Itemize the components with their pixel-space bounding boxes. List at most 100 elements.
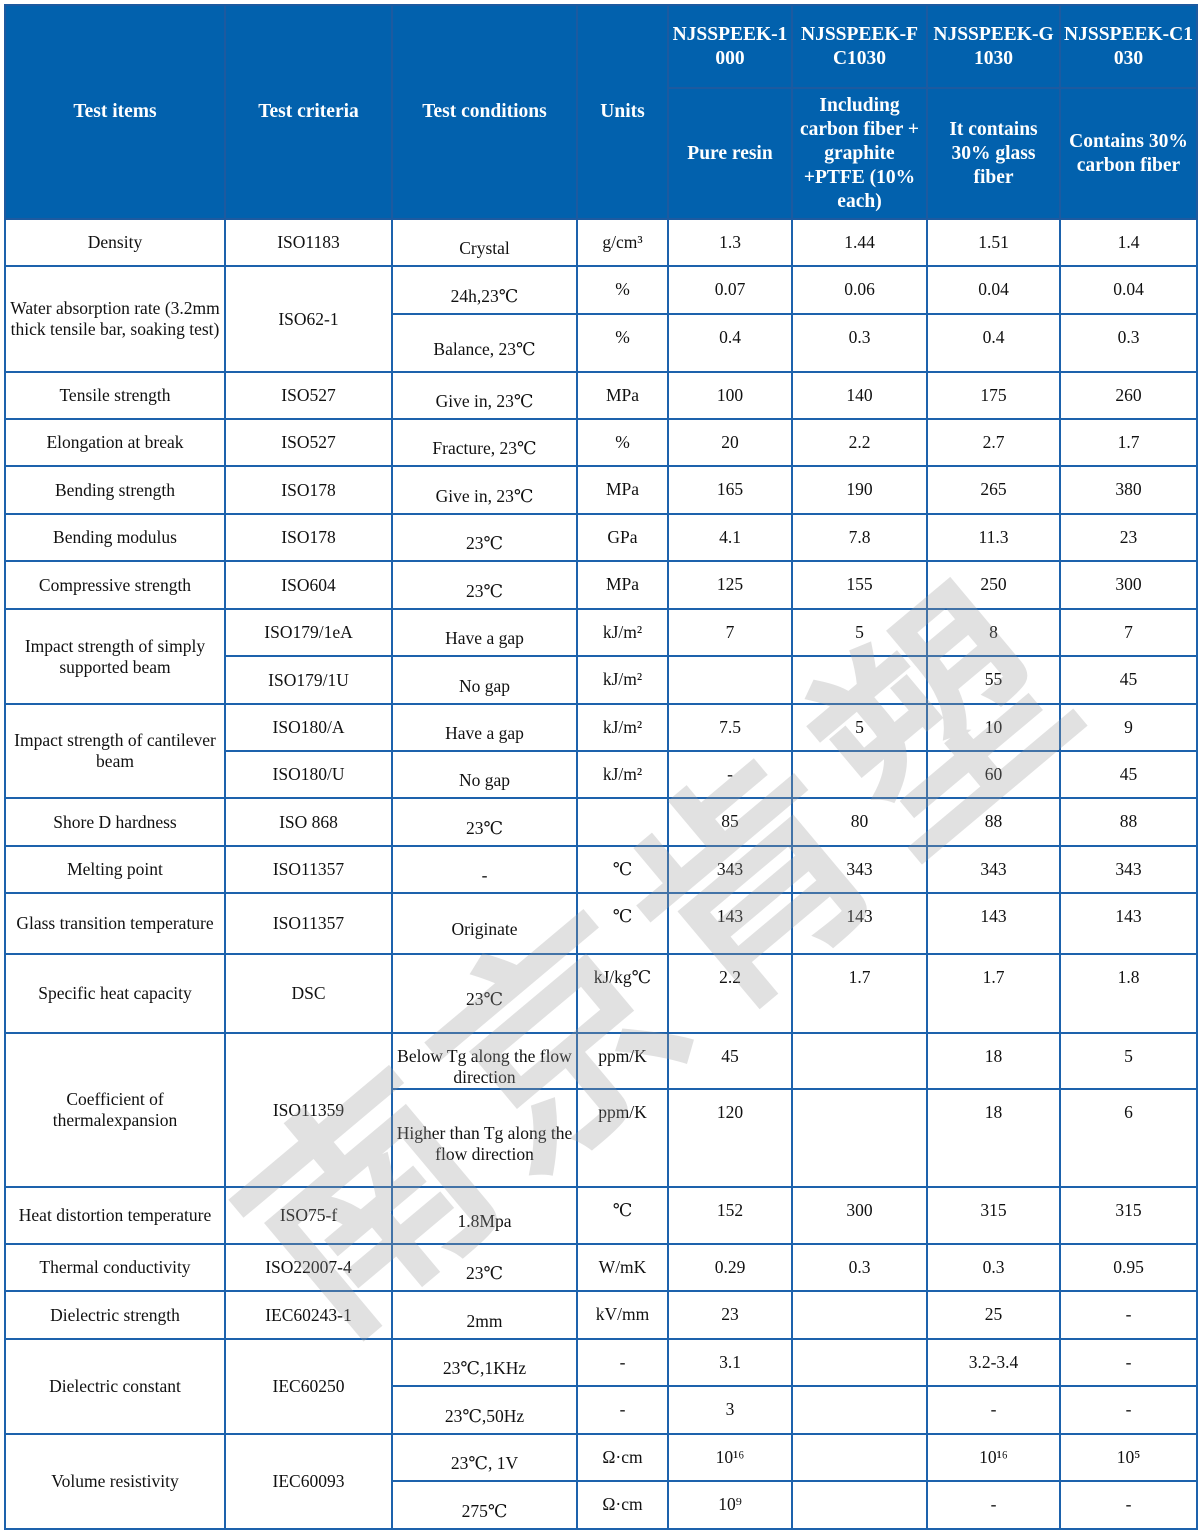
test-criteria-cell: ISO11357 [224,892,393,955]
test-item-cell: Bending modulus [4,513,226,562]
value-g1030-cell: 265 [926,465,1061,515]
value-c1030-cell: 343 [1059,845,1198,894]
test-item-cell: Volume resistivity [4,1433,226,1530]
value-g1030-cell: - [926,1480,1061,1530]
value-1000-cell: 7 [667,608,793,657]
test-condition-cell: 23℃,50Hz [391,1385,578,1435]
value-1000-cell: 143 [667,892,793,955]
value-fc1030-cell: 0.3 [791,1243,928,1292]
value-fc1030-cell: 5 [791,608,928,657]
unit-cell: GPa [576,513,669,562]
test-item-cell: Impact strength of cantilever beam [4,703,226,799]
value-1000-cell: 7.5 [667,703,793,752]
test-item-cell: Density [4,218,226,267]
test-item-cell: Impact strength of simply supported beam [4,608,226,705]
test-condition-cell: 23℃ [391,560,578,610]
header-grade-name: NJSSPEEK-1000 [667,4,793,89]
header-grade-description: It contains 30% glass fiber [926,87,1061,220]
value-g1030-cell: 250 [926,560,1061,610]
test-criteria-cell: IEC60093 [224,1433,393,1530]
test-condition-cell: Give in, 23℃ [391,371,578,420]
header-grade-name: NJSSPEEK-G1030 [926,4,1061,89]
value-c1030-cell: - [1059,1385,1198,1435]
unit-cell: ℃ [576,845,669,894]
value-1000-cell [667,655,793,705]
value-g1030-cell: 343 [926,845,1061,894]
value-fc1030-cell: 5 [791,703,928,752]
value-g1030-cell: 18 [926,1088,1061,1188]
value-1000-cell: 23 [667,1290,793,1340]
table-row: Bending modulus ISO178 23℃ GPa 4.1 7.8 11.3 23 [4,513,1198,562]
test-condition-cell: Give in, 23℃ [391,465,578,515]
value-g1030-cell: 0.3 [926,1243,1061,1292]
test-condition-cell: Below Tg along the flow direction [391,1032,578,1090]
value-fc1030-cell: 343 [791,845,928,894]
test-item-cell: Heat distortion temperature [4,1186,226,1245]
value-1000-cell: 0.4 [667,313,793,373]
test-criteria-cell: ISO527 [224,371,393,420]
value-1000-cell: 100 [667,371,793,420]
value-1000-cell: 0.29 [667,1243,793,1292]
value-1000-cell: 4.1 [667,513,793,562]
value-fc1030-cell [791,1088,928,1188]
value-g1030-cell: 3.2-3.4 [926,1338,1061,1387]
test-condition-cell: 275℃ [391,1480,578,1530]
value-c1030-cell: 5 [1059,1032,1198,1090]
value-fc1030-cell: 1.7 [791,953,928,1034]
test-item-cell: Glass transition temperature [4,892,226,955]
value-fc1030-cell [791,1290,928,1340]
table-row: Dielectric strength IEC60243-1 2mm kV/mm 23 2… [4,1290,1198,1340]
table-row: Higher than Tg along the flow direction p… [5,1088,1198,1188]
table-body: Density ISO1183 Crystal g/cm³ 1.3 1.44 1.51 1.4… [4,218,1198,1530]
unit-cell: MPa [576,371,669,420]
test-criteria-cell: IEC60250 [224,1338,393,1435]
test-condition-cell: Have a gap [391,703,578,752]
table-row: ISO180/U No gap kJ/m² - 60 45 [5,750,1198,799]
test-item-cell: Dielectric constant [4,1338,226,1435]
value-c1030-cell: 10⁵ [1059,1433,1198,1482]
header-grade-name: NJSSPEEK-FC1030 [791,4,928,89]
value-c1030-cell: 7 [1059,608,1198,657]
value-g1030-cell: 175 [926,371,1061,420]
table-row: Bending strength ISO178 Give in, 23℃ MPa 165… [4,465,1198,515]
unit-cell: ppm/K [576,1032,669,1090]
value-fc1030-cell: 190 [791,465,928,515]
value-g1030-cell: 0.04 [926,265,1061,315]
value-g1030-cell: 143 [926,892,1061,955]
test-condition-cell: No gap [391,750,578,799]
unit-cell: Ω·cm [576,1433,669,1482]
value-fc1030-cell: 0.3 [791,313,928,373]
unit-cell: ℃ [576,892,669,955]
value-c1030-cell: 9 [1059,703,1198,752]
header-units: Units [576,4,669,220]
test-item-cell: Melting point [4,845,226,894]
value-fc1030-cell: 140 [791,371,928,420]
header-grade-description: Pure resin [667,87,793,220]
value-c1030-cell: 23 [1059,513,1198,562]
value-fc1030-cell: 143 [791,892,928,955]
unit-cell: % [576,418,669,467]
unit-cell: kJ/m² [576,655,669,705]
table-row: Tensile strength ISO527 Give in, 23℃ MPa 100… [4,371,1198,420]
unit-cell: MPa [576,465,669,515]
test-condition-cell: Crystal [391,218,578,267]
value-c1030-cell: 45 [1059,655,1198,705]
test-criteria-cell: ISO178 [224,513,393,562]
value-fc1030-cell: 7.8 [791,513,928,562]
value-c1030-cell: 0.3 [1059,313,1198,373]
test-condition-cell: 23℃ [391,953,578,1034]
test-condition-cell: - [391,845,578,894]
test-condition-cell: 2mm [391,1290,578,1340]
value-g1030-cell: 60 [926,750,1061,799]
value-c1030-cell: 300 [1059,560,1198,610]
unit-cell: kJ/m² [576,703,669,752]
unit-cell: MPa [576,560,669,610]
test-criteria-cell: ISO179/1U [224,655,393,705]
test-criteria-cell: ISO180/U [224,750,393,799]
unit-cell: % [576,313,669,373]
unit-cell: - [576,1338,669,1387]
value-g1030-cell: 315 [926,1186,1061,1245]
value-1000-cell: 85 [667,797,793,847]
header-test-conditions: Test conditions [391,4,578,220]
test-condition-cell: Have a gap [391,608,578,657]
